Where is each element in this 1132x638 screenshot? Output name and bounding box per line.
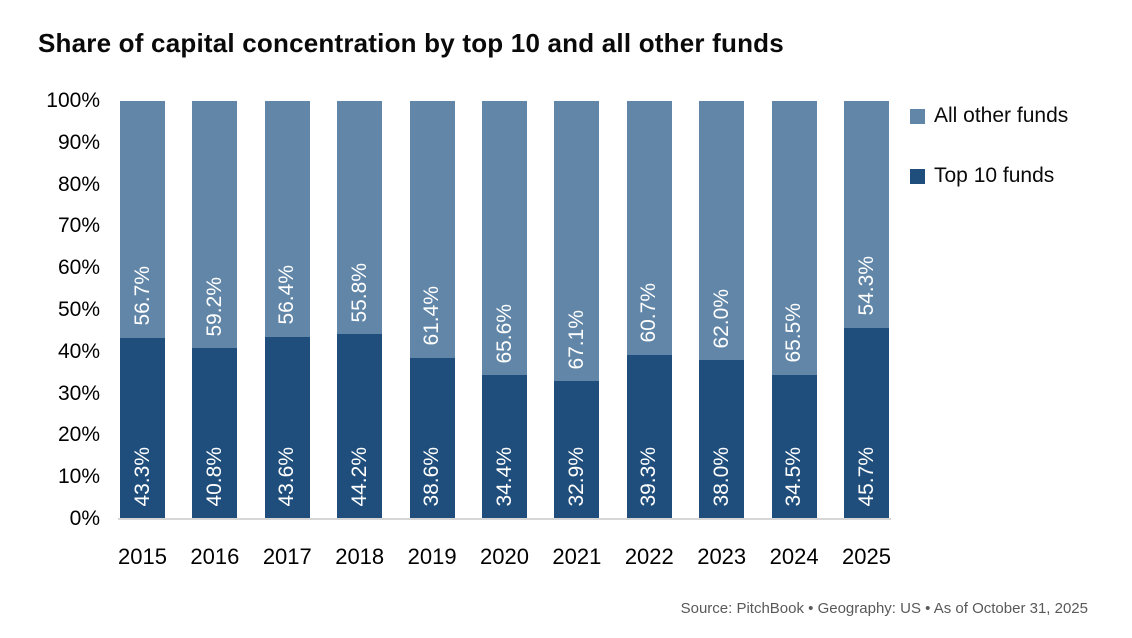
bar-segment-all-other-funds: 54.3% [844,101,889,328]
legend-label: All other funds [934,104,1069,127]
y-tick-label: 10% [57,465,100,489]
bar-value-label: 34.5% [782,447,806,507]
bar-value-label: 61.4% [420,286,444,346]
bar-segment-top-10-funds: 32.9% [554,381,600,519]
x-tick-label: 2015 [118,544,167,569]
bar-value-label: 43.3% [130,447,154,507]
bar-segment-top-10-funds: 40.8% [192,348,238,519]
legend-swatch-all-other-funds [910,108,925,124]
bar-segment-top-10-funds: 43.3% [120,338,165,519]
legend-item-top-10-funds: Top 10 funds [910,164,1068,188]
bar-value-label: 56.4% [275,265,299,325]
bar-value-label: 59.2% [202,276,226,337]
x-tick-label: 2024 [769,544,819,569]
bar-segment-top-10-funds: 45.7% [844,327,889,519]
bar-value-label: 62.0% [709,288,733,349]
bar-2024: 65.5% 34.5% [771,101,817,519]
bar-value-label: 54.3% [854,256,878,316]
bar-2022: 60.7% 39.3% [626,101,672,519]
y-tick-label: 50% [57,298,100,321]
x-tick-label: 2018 [335,544,385,569]
bar-value-label: 38.0% [709,447,733,507]
legend: All other funds Top 10 funds [910,104,1068,224]
bar-value-label: 65.5% [782,303,806,363]
bar-2025: 54.3% 45.7% [844,101,889,519]
x-tick-label: 2019 [407,544,457,569]
x-tick-label: 2025 [842,544,891,569]
x-tick-label: 2017 [262,544,312,569]
bar-segment-all-other-funds: 56.7% [120,101,165,338]
bar-value-label: 45.7% [854,447,878,507]
y-tick-label: 60% [57,256,100,280]
bar-2018: 55.8% 44.2% [337,101,383,519]
y-tick-label: 0% [69,507,100,530]
bar-segment-all-other-funds: 55.8% [337,101,383,335]
bar-segment-all-other-funds: 62.0% [699,101,745,361]
y-tick-label: 30% [57,381,100,405]
bar-segment-all-other-funds: 61.4% [409,101,455,358]
bar-2017: 56.4% 43.6% [264,101,310,519]
y-tick-label: 90% [57,130,100,154]
y-tick-label: 40% [57,339,100,363]
x-tick-label: 2023 [697,544,747,569]
y-tick-label: 80% [57,172,100,196]
bar-segment-top-10-funds: 39.3% [626,354,672,519]
bar-2021: 67.1% 32.9% [554,101,600,519]
bar-value-label: 43.6% [275,447,299,507]
bar-segment-top-10-funds: 38.6% [409,357,455,519]
y-tick-label: 70% [57,214,100,238]
bar-2016: 59.2% 40.8% [192,101,238,519]
bar-value-label: 40.8% [202,447,226,507]
bar-segment-all-other-funds: 67.1% [554,101,600,382]
legend-label: Top 10 funds [934,164,1055,187]
bar-value-label: 60.7% [637,283,661,343]
bar-segment-top-10-funds: 34.4% [482,375,527,519]
chart-title: Share of capital concentration by top 10… [38,28,784,58]
bar-segment-top-10-funds: 43.6% [264,336,310,519]
bar-segment-top-10-funds: 38.0% [699,360,745,519]
bar-value-label: 32.9% [564,447,588,507]
legend-item-all-other-funds: All other funds [910,104,1068,128]
source-note: Source: PitchBook • Geography: US • As o… [680,600,1088,617]
x-tick-label: 2021 [552,544,602,569]
x-tick-label: 2022 [624,544,674,569]
x-tick-label: 2016 [190,544,240,569]
x-tick-label: 2020 [480,544,529,569]
legend-swatch-top-10-funds [910,168,925,184]
bar-value-label: 39.3% [637,447,661,507]
bar-segment-all-other-funds: 65.6% [482,101,527,376]
bar-value-label: 55.8% [347,262,371,323]
x-axis-line [118,518,891,520]
bar-segment-all-other-funds: 60.7% [626,101,672,355]
bar-value-label: 44.2% [347,447,371,507]
bar-2015: 56.7% 43.3% [120,101,165,519]
bar-value-label: 65.6% [492,303,516,364]
bar-2019: 61.4% 38.6% [409,101,455,519]
bar-segment-all-other-funds: 65.5% [771,101,817,375]
bar-value-label: 56.7% [130,266,154,326]
bar-segment-all-other-funds: 56.4% [264,101,310,337]
bar-value-label: 34.4% [492,447,516,507]
bar-value-label: 38.6% [420,447,444,507]
bar-value-label: 67.1% [564,309,588,370]
bar-segment-top-10-funds: 34.5% [771,374,817,519]
bar-2020: 65.6% 34.4% [482,101,527,519]
y-tick-label: 20% [57,423,100,447]
bar-2023: 62.0% 38.0% [699,101,745,519]
y-tick-label: 100% [46,89,100,112]
bar-segment-top-10-funds: 44.2% [337,334,383,519]
bar-segment-all-other-funds: 59.2% [192,101,238,349]
